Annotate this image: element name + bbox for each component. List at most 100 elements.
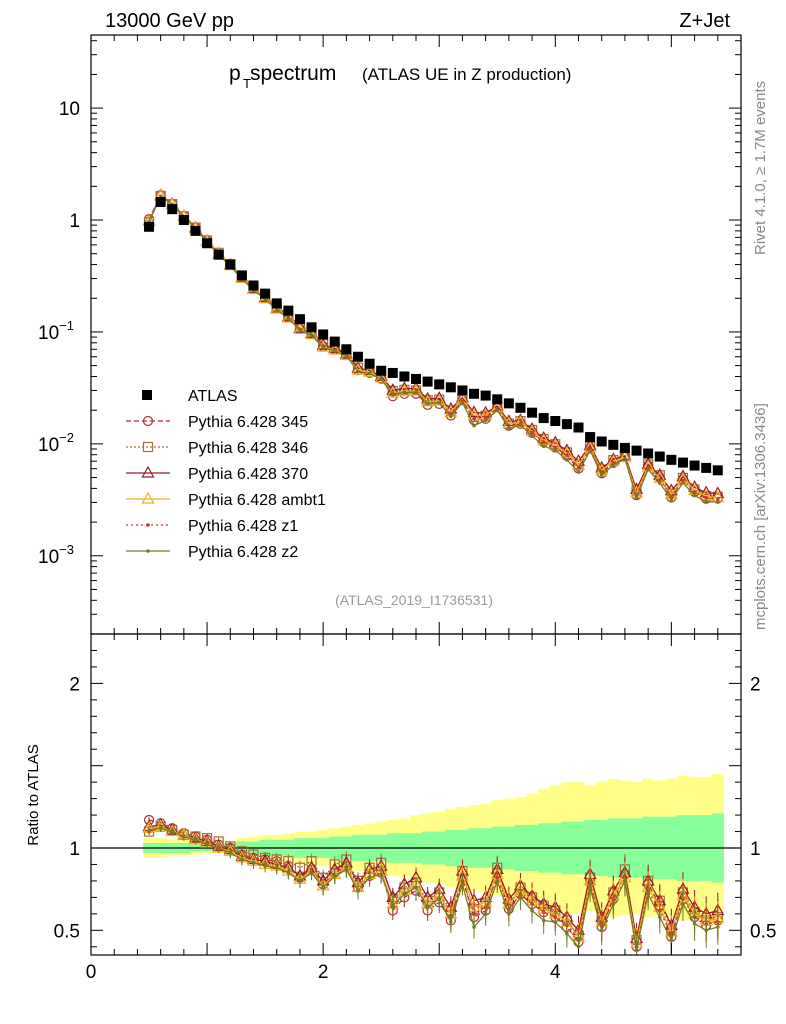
atlas-point [654, 451, 665, 462]
atlas-point [318, 329, 329, 340]
point-z1 [541, 440, 546, 444]
legend-label-s370: Pythia 6.428 370 [188, 466, 308, 483]
legend-marker-s345 [142, 415, 154, 427]
point-z1 [657, 477, 662, 482]
atlas-point [352, 351, 363, 362]
point-z2 [530, 434, 534, 438]
point-z1 [704, 496, 708, 500]
atlas-point [585, 432, 596, 443]
point-z2 [344, 354, 349, 358]
atlas-point [527, 407, 538, 418]
main-plot: 10 1 10−1 10−2 10−3 [38, 34, 742, 635]
point-z2 [472, 423, 476, 428]
atlas-point [457, 385, 468, 396]
point-z2 [449, 414, 453, 419]
point-z2 [298, 328, 302, 332]
atlas-point [329, 336, 340, 347]
y-tick-label: 1 [69, 211, 80, 232]
atlas-point [619, 442, 630, 453]
rivet-version-text: Rivet 4.1.0, ≥ 1.7M events [752, 81, 769, 255]
x-tick-label: 0 [86, 962, 97, 983]
atlas-point [283, 305, 294, 316]
atlas-point [689, 460, 700, 471]
atlas-point [492, 394, 503, 405]
point-z2 [495, 408, 500, 412]
point-ambt1 [293, 322, 307, 335]
legend-label-z1: Pythia 6.428 z1 [188, 518, 298, 535]
point-z2 [309, 333, 314, 338]
point-ambt1 [316, 339, 330, 352]
atlas-point [608, 439, 619, 450]
title-paren: (ATLAS UE in Z production) [362, 65, 571, 84]
atlas-point [202, 238, 213, 249]
x-tick-label: 4 [550, 962, 561, 983]
atlas-point [144, 221, 155, 232]
point-z2 [437, 400, 442, 405]
y-tick-label: 10−2 [38, 430, 74, 456]
atlas-point [225, 259, 236, 270]
point-z2 [507, 426, 511, 431]
point-z1 [472, 416, 476, 421]
header-left: 13000 GeV pp [105, 10, 234, 32]
point-z2 [356, 369, 360, 374]
atlas-point [666, 454, 677, 465]
point-z2 [681, 480, 685, 485]
atlas-point [306, 322, 317, 333]
ratio-y-tick-label: 2 [69, 674, 80, 695]
legend-marker-z2 [146, 549, 150, 553]
point-z1 [692, 490, 697, 494]
legend-marker-s346 [142, 441, 154, 453]
point-z2 [576, 470, 581, 474]
point-ambt1 [374, 370, 388, 383]
ratio-line-z2 [148, 827, 718, 951]
atlas-point [550, 416, 561, 427]
point-z1 [715, 497, 720, 502]
ratio-y-tick-label-right: 1 [750, 839, 761, 860]
atlas-point [712, 465, 723, 476]
ratio-line-s346 [148, 825, 718, 941]
atlas-point [434, 379, 445, 390]
y-tick-label: 10−3 [38, 542, 74, 568]
atlas-point [503, 398, 514, 409]
atlas-point [538, 413, 549, 424]
atlas-point [190, 225, 201, 236]
point-z2 [402, 390, 407, 395]
atlas-point [167, 204, 178, 215]
point-ambt1 [560, 445, 574, 458]
point-ambt1 [328, 342, 342, 355]
point-z2 [623, 456, 627, 461]
point-z1 [530, 431, 534, 435]
point-z2 [390, 392, 395, 396]
atlas-point [248, 280, 259, 291]
point-z2 [274, 307, 279, 312]
y-tick-label: 10 [59, 99, 80, 120]
point-z2 [518, 423, 523, 427]
legend-marker-atlas [142, 390, 152, 400]
point-ambt1 [351, 362, 365, 375]
atlas-point [411, 373, 421, 384]
point-z2 [588, 448, 592, 453]
legend: ATLAS Pythia 6.428 345 Pythia 6.428 346 Pyt… [126, 388, 326, 561]
ratio-ylabel: Ratio to ATLAS [25, 744, 42, 845]
point-z2 [692, 493, 697, 498]
atlas-point [213, 249, 224, 260]
ratio-plot: 0 2 4 0.5 0.5 1 1 2 2 [54, 633, 776, 983]
point-z2 [611, 463, 616, 467]
atlas-point [480, 390, 491, 401]
point-z1 [565, 453, 569, 457]
point-z2 [704, 499, 708, 504]
title-p: p [229, 62, 241, 85]
legend-marker-z1 [146, 523, 150, 527]
legend-marker-ambt1 [141, 491, 155, 504]
atlas-point [445, 382, 456, 393]
x-tick-label: 2 [318, 962, 329, 983]
legend-marker-s370 [141, 465, 155, 478]
point-ambt1 [397, 383, 411, 396]
point-z2 [425, 401, 430, 406]
ratio-series-group [142, 814, 725, 955]
mcplots-text: mcplots.cern.ch [arXiv:1306.3436] [752, 403, 769, 630]
point-z2 [634, 495, 639, 500]
atlas-point [364, 358, 375, 369]
point-z2 [565, 458, 569, 462]
